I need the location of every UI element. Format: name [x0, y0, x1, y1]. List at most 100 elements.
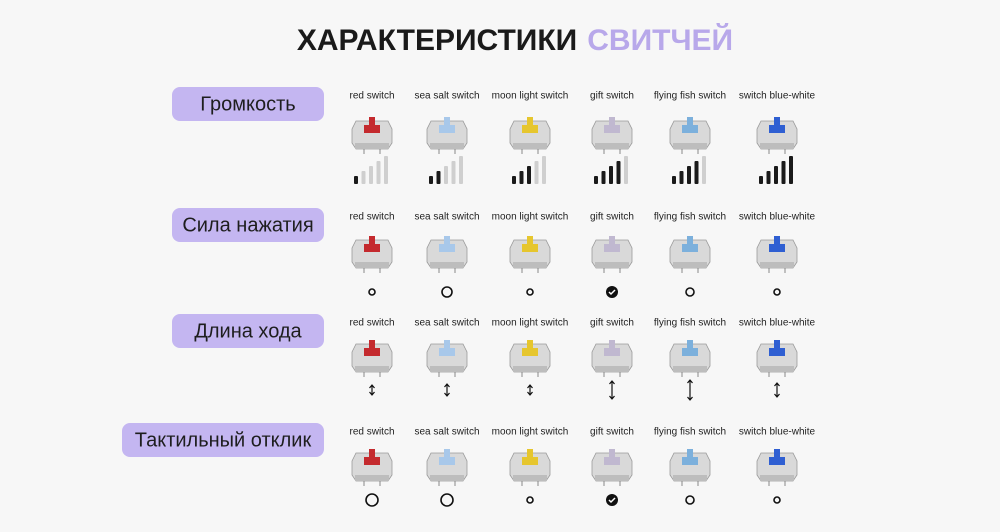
- switch-image: [591, 117, 633, 154]
- switch-image: [756, 449, 798, 486]
- switch-housing: [756, 452, 798, 482]
- level-circle: [441, 286, 453, 298]
- travel-arrow: [369, 384, 375, 396]
- switch-name: sea salt switch: [414, 91, 479, 102]
- switch-base: [430, 475, 464, 481]
- switch-stem: [609, 117, 615, 127]
- switch-base: [673, 143, 707, 149]
- switch-stem-base: [439, 348, 455, 356]
- switch-base: [760, 475, 794, 481]
- switch-stem: [527, 340, 533, 350]
- volume-bar: [451, 161, 456, 184]
- switch-base: [673, 262, 707, 268]
- switch-image: [426, 449, 468, 486]
- section-label: Сила нажатия: [182, 214, 313, 236]
- travel-arrow: [774, 382, 780, 398]
- switch-base: [430, 143, 464, 149]
- volume-level: [759, 156, 793, 184]
- volume-bar: [609, 166, 613, 184]
- check-mark: [608, 289, 616, 296]
- switch-image: [591, 340, 633, 377]
- level-circle: [526, 496, 534, 504]
- volume-bar: [444, 166, 448, 184]
- switch-housing: [669, 343, 711, 373]
- section-pill: [172, 87, 324, 121]
- switch-base: [513, 475, 547, 481]
- volume-bar: [624, 156, 628, 184]
- switch-housing: [591, 343, 633, 373]
- switch-image: [669, 449, 711, 486]
- switch-stem-base: [522, 457, 538, 465]
- switch-stem: [527, 236, 533, 246]
- level-circle: [773, 496, 781, 504]
- switch-stem: [687, 236, 693, 246]
- switch-stem-base: [439, 457, 455, 465]
- switch-base: [595, 366, 629, 372]
- switch-housing: [669, 239, 711, 269]
- switch-base: [430, 366, 464, 372]
- travel-arrow: [687, 379, 693, 401]
- volume-bar: [774, 166, 778, 184]
- switch-image: [509, 117, 551, 154]
- switch-name: flying fish switch: [654, 212, 726, 223]
- switch-stem: [774, 236, 780, 246]
- switch-name: red switch: [349, 212, 394, 223]
- switch-stem: [444, 236, 450, 246]
- level-circle: [440, 493, 454, 507]
- volume-level: [429, 156, 463, 184]
- switch-housing: [509, 343, 551, 373]
- level-circle: [368, 288, 376, 296]
- switch-image: [669, 340, 711, 377]
- switch-base: [673, 366, 707, 372]
- section-pill: [122, 423, 324, 457]
- volume-level: [354, 156, 388, 184]
- switch-base: [513, 262, 547, 268]
- volume-bar: [672, 176, 676, 184]
- switch-image: [509, 449, 551, 486]
- level-circle: [685, 495, 695, 505]
- switch-base: [760, 366, 794, 372]
- switch-housing: [351, 452, 393, 482]
- volume-bar: [436, 171, 441, 184]
- switch-housing: [351, 343, 393, 373]
- volume-bar: [594, 176, 598, 184]
- switch-name: red switch: [349, 427, 394, 438]
- switch-name: moon light switch: [492, 427, 569, 438]
- switch-stem-base: [769, 125, 785, 133]
- switch-image: [756, 236, 798, 273]
- switch-stem-base: [439, 125, 455, 133]
- switch-image: [756, 117, 798, 154]
- switch-stem: [609, 236, 615, 246]
- switch-image: [669, 117, 711, 154]
- switch-stem: [609, 449, 615, 459]
- switch-stem-base: [604, 348, 620, 356]
- volume-bar: [679, 171, 684, 184]
- switch-image: [351, 340, 393, 377]
- switch-image: [591, 449, 633, 486]
- volume-bar: [694, 161, 699, 184]
- switch-name: sea salt switch: [414, 318, 479, 329]
- volume-bar: [759, 176, 763, 184]
- switch-stem-base: [682, 125, 698, 133]
- volume-level: [672, 156, 706, 184]
- switch-housing: [591, 120, 633, 150]
- switch-stem-base: [604, 125, 620, 133]
- switch-stem-base: [522, 125, 538, 133]
- travel-arrow: [609, 380, 615, 400]
- switch-stem-base: [604, 244, 620, 252]
- volume-level: [594, 156, 628, 184]
- switch-name: red switch: [349, 318, 394, 329]
- title: ХАРАКТЕРИСТИКИ СВИТЧЕЙ: [297, 23, 733, 57]
- switch-name: flying fish switch: [654, 91, 726, 102]
- switch-stem-base: [522, 244, 538, 252]
- switch-stem: [774, 449, 780, 459]
- switch-stem-base: [364, 457, 380, 465]
- volume-bar: [527, 166, 531, 184]
- switch-housing: [756, 343, 798, 373]
- switch-image: [756, 340, 798, 377]
- volume-bar: [361, 171, 366, 184]
- switch-stem: [444, 340, 450, 350]
- volume-level: [512, 156, 546, 184]
- switch-stem-base: [522, 348, 538, 356]
- switch-base: [355, 262, 389, 268]
